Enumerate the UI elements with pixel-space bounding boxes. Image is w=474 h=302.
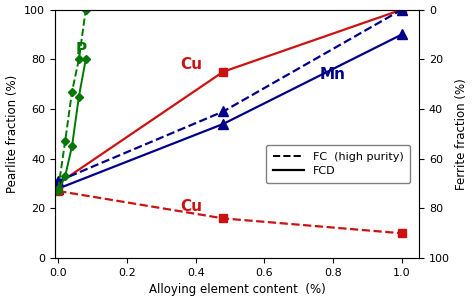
Text: Mn: Mn xyxy=(319,67,346,82)
Y-axis label: Pearlite fraction (%): Pearlite fraction (%) xyxy=(6,75,18,193)
X-axis label: Alloying element content  (%): Alloying element content (%) xyxy=(149,284,325,297)
Legend: FC  (high purity), FCD: FC (high purity), FCD xyxy=(266,145,410,183)
Text: P: P xyxy=(75,42,87,57)
Text: Cu: Cu xyxy=(180,199,202,214)
Y-axis label: Ferrite fraction (%): Ferrite fraction (%) xyxy=(456,78,468,190)
Text: Cu: Cu xyxy=(180,57,202,72)
